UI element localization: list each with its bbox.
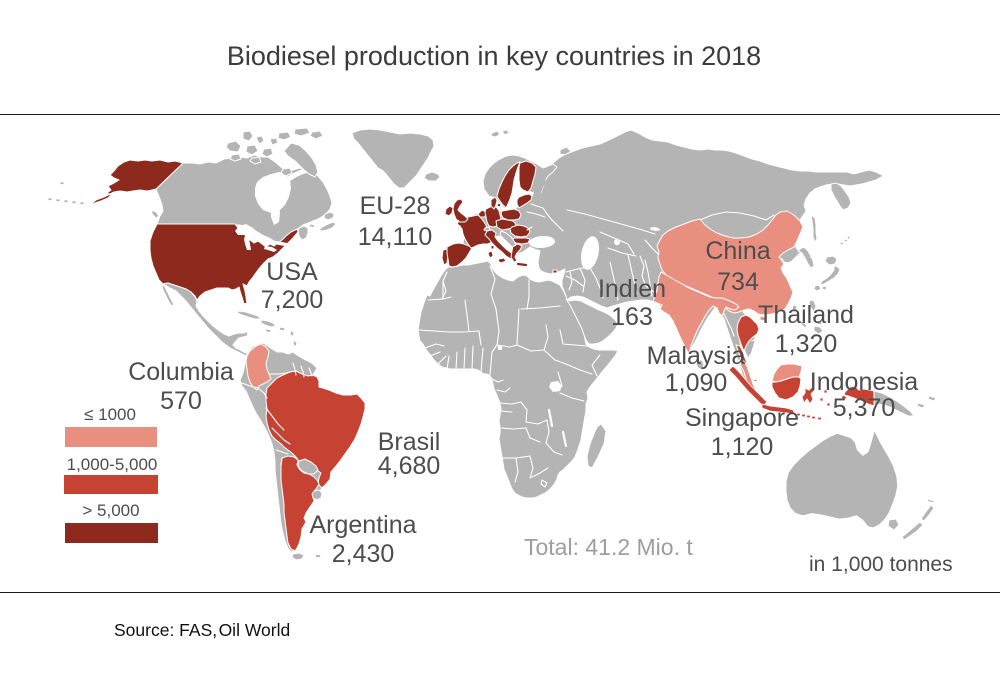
svg-text:14,110: 14,110 [358,223,433,251]
svg-text:USA: USA [266,258,318,286]
svg-text:5,370: 5,370 [833,394,896,422]
svg-text:1,000-5,000: 1,000-5,000 [67,455,158,474]
svg-text:Thailand: Thailand [758,301,854,329]
svg-text:Singapore: Singapore [685,404,799,432]
svg-text:Indonesia: Indonesia [810,368,919,396]
svg-text:in 1,000 tonnes: in 1,000 tonnes [809,553,953,576]
svg-text:1,090: 1,090 [665,369,728,397]
svg-text:Total: 41.2 Mio. t: Total: 41.2 Mio. t [524,534,693,560]
svg-text:Columbia: Columbia [128,358,234,386]
svg-text:7,200: 7,200 [261,286,324,314]
svg-text:China: China [705,237,770,265]
svg-text:163: 163 [611,303,653,331]
svg-text:570: 570 [160,387,202,415]
svg-text:> 5,000: > 5,000 [82,501,139,520]
svg-text:Argentina: Argentina [309,511,416,539]
svg-text:≤ 1000: ≤ 1000 [84,405,136,424]
svg-text:4,680: 4,680 [378,452,441,480]
svg-text:Malaysia: Malaysia [647,342,746,370]
svg-text:EU-28: EU-28 [360,192,431,220]
svg-text:1,120: 1,120 [711,433,774,461]
svg-text:2,430: 2,430 [332,540,395,568]
svg-text:Brasil: Brasil [378,428,441,456]
svg-text:734: 734 [717,268,759,296]
svg-text:1,320: 1,320 [775,330,838,358]
svg-text:Indien: Indien [598,275,666,303]
